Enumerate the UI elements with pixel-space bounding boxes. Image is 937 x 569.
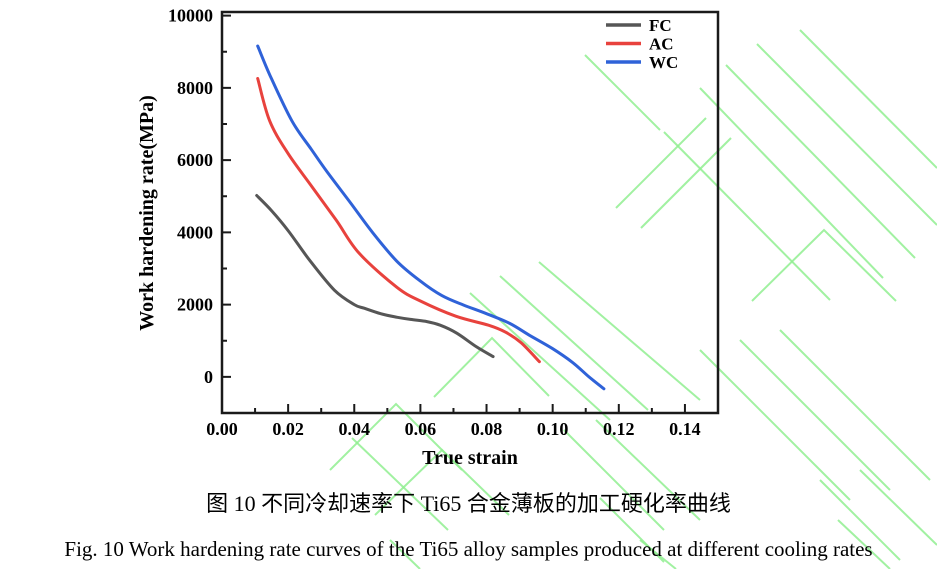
series-line-WC	[256, 44, 606, 391]
x-tick-label: 0.02	[272, 419, 304, 439]
y-tick-label: 10000	[168, 6, 213, 26]
y-tick-label: 4000	[177, 222, 213, 242]
y-tick-label: 8000	[177, 78, 213, 98]
legend-label-WC: WC	[649, 53, 678, 72]
x-tick-label: 0.14	[669, 419, 701, 439]
y-tick-label: 0	[204, 367, 213, 387]
x-tick-label: 0.08	[471, 419, 503, 439]
tick-labels-layer: 0.00 0.02 0.04 0.06 0.08 0.10 0.12 0.14 0 2000 400…	[168, 6, 701, 439]
legend-label-AC: AC	[649, 35, 674, 54]
x-axis-title: True strain	[422, 447, 518, 469]
curves-layer	[255, 44, 606, 391]
x-tick-label: 0.00	[206, 419, 238, 439]
caption-chinese: 图 10 不同冷却速率下 Ti65 合金薄板的加工硬化率曲线	[206, 491, 731, 516]
plot-border	[220, 10, 720, 415]
y-tick-label: 6000	[177, 150, 213, 170]
series-line-AC	[256, 77, 541, 364]
series-line-FC	[255, 194, 495, 359]
x-tick-label: 0.12	[603, 419, 635, 439]
x-tick-label: 0.04	[339, 419, 371, 439]
caption-english: Fig. 10 Work hardening rate curves of th…	[64, 537, 873, 561]
x-tick-label: 0.06	[405, 419, 437, 439]
chart-canvas: 0.00 0.02 0.04 0.06 0.08 0.10 0.12 0.14 0 2000 400…	[136, 6, 720, 469]
ticks-layer	[221, 14, 686, 413]
x-tick-label: 0.10	[537, 419, 569, 439]
y-tick-label: 2000	[177, 295, 213, 315]
y-axis-title: Work hardening rate(MPa)	[136, 95, 158, 331]
legend-label-FC: FC	[649, 16, 672, 35]
